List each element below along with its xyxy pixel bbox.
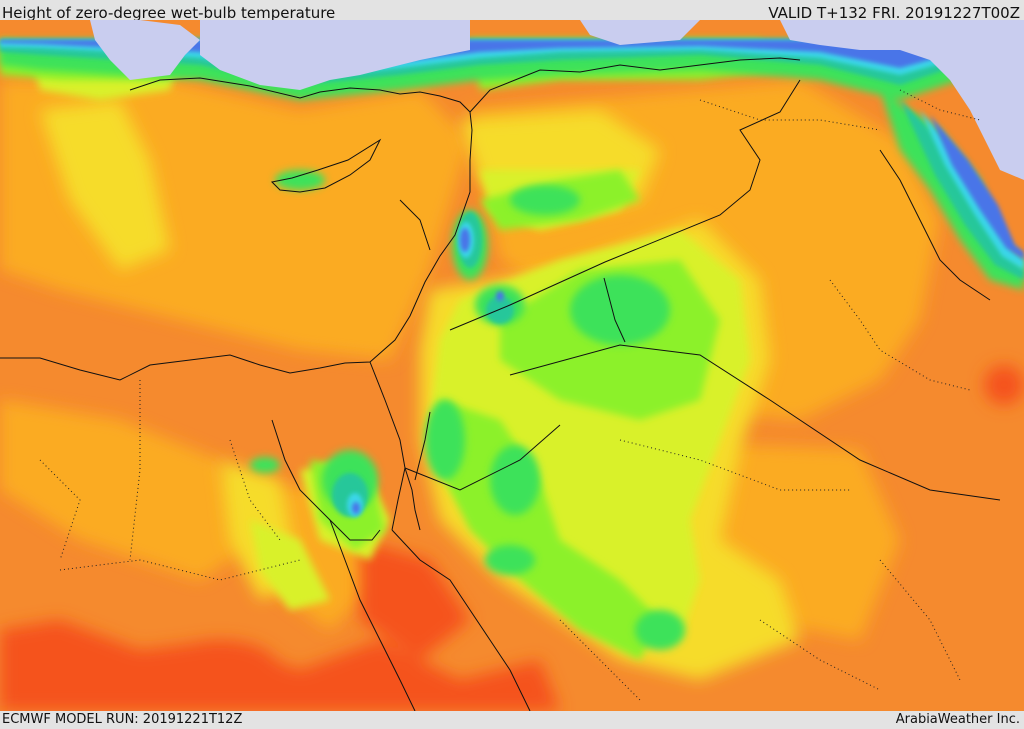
credit-label: ArabiaWeather Inc. xyxy=(895,712,1020,727)
weather-map xyxy=(0,20,1024,711)
field-lavender xyxy=(90,20,1024,180)
dotted-borders xyxy=(39,89,981,701)
model-run-label: ECMWF MODEL RUN: 20191221T12Z xyxy=(2,712,243,727)
footer-bar: ECMWF MODEL RUN: 20191221T12Z ArabiaWeat… xyxy=(0,711,1024,729)
field-red-orange xyxy=(0,365,1024,711)
header-bar: Height of zero-degree wet-bulb temperatu… xyxy=(0,0,1024,20)
map-title: Height of zero-degree wet-bulb temperatu… xyxy=(2,4,336,20)
valid-time-label: VALID T+132 FRI. 20191227T00Z xyxy=(768,4,1020,20)
borders xyxy=(0,57,1001,711)
